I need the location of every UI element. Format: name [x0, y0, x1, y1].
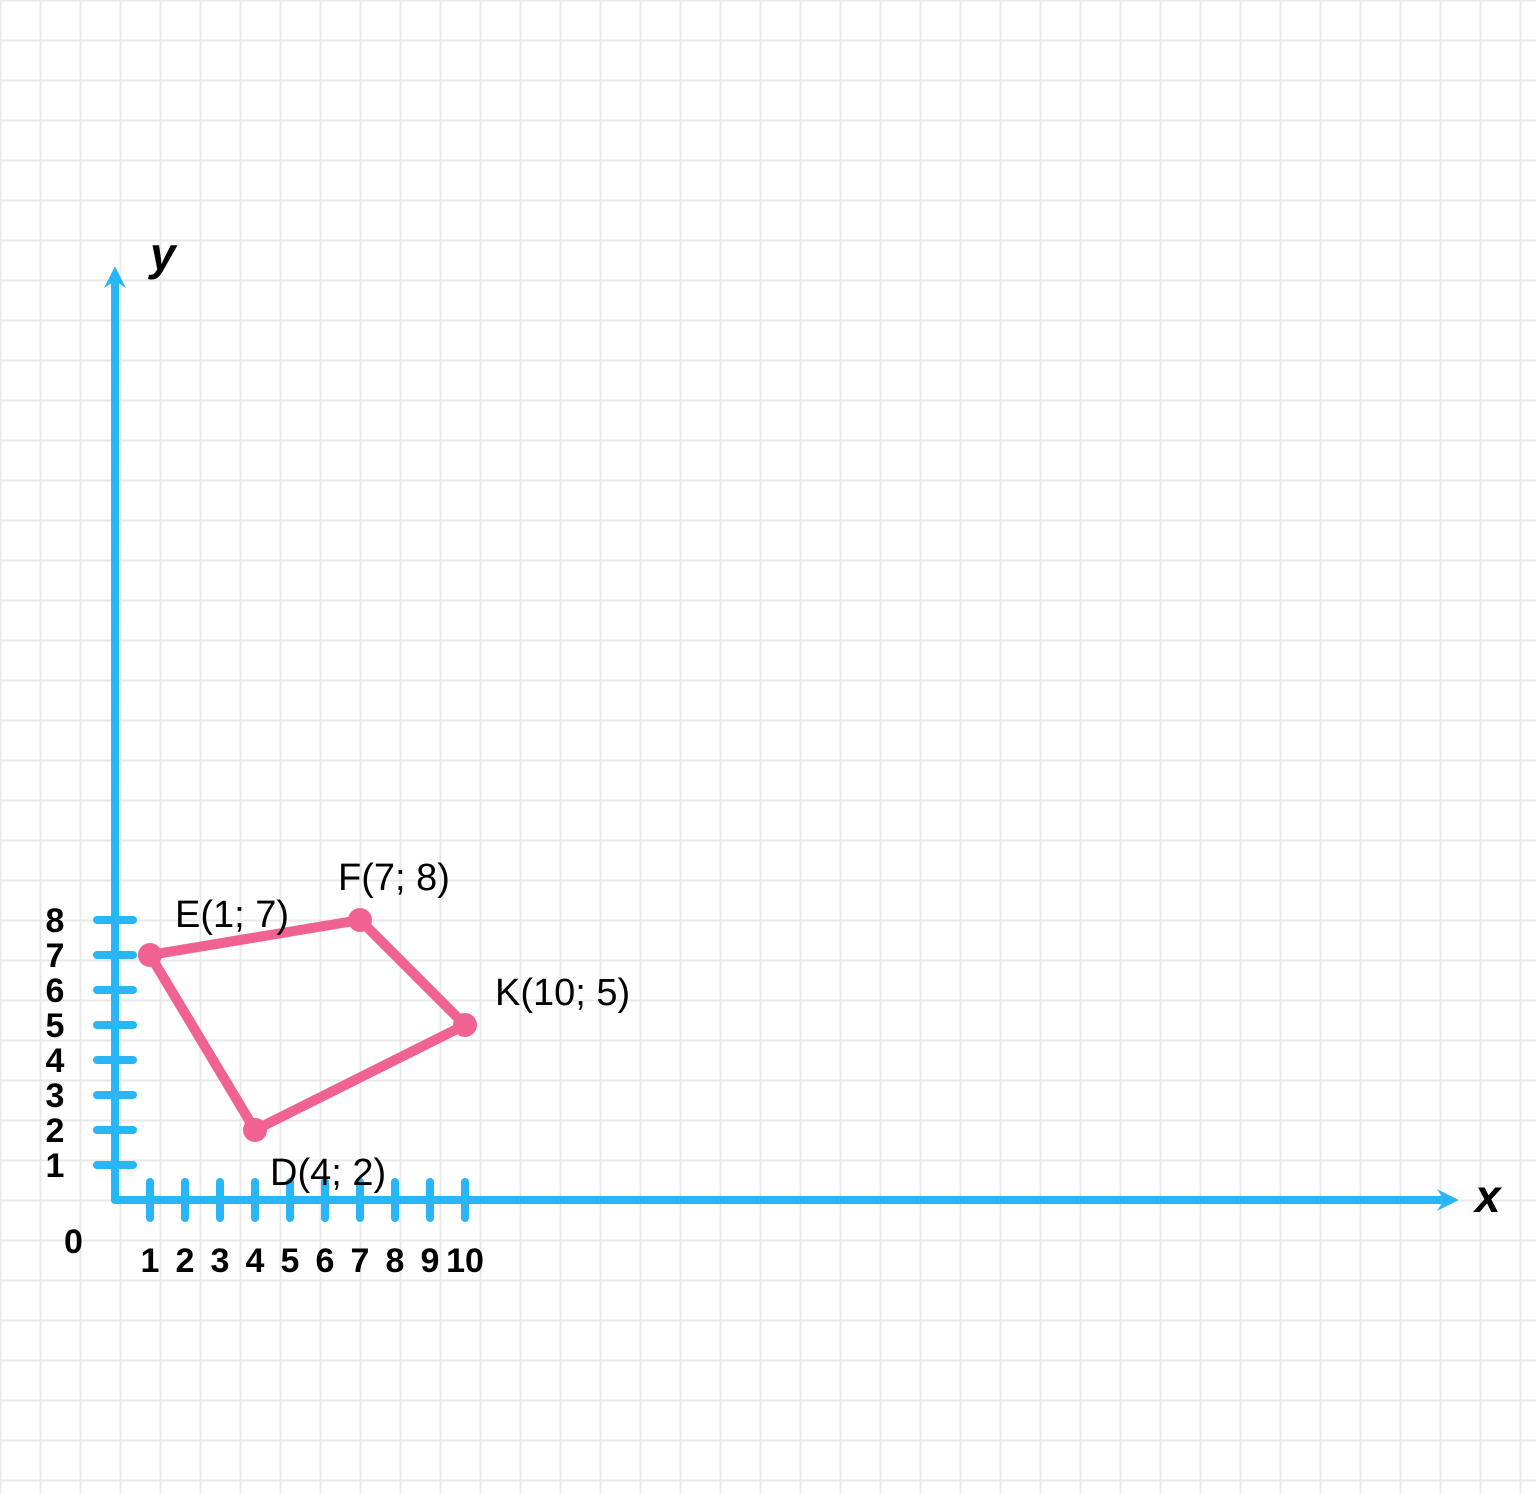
vertex-F	[348, 908, 372, 932]
x-tick-label: 8	[386, 1242, 405, 1280]
x-tick-label: 1	[141, 1242, 160, 1280]
vertex-label-F: F(7; 8)	[338, 857, 450, 899]
x-tick-label: 4	[246, 1242, 265, 1280]
y-tick-label: 2	[46, 1112, 65, 1150]
polygon-shape	[150, 920, 465, 1130]
y-tick-label: 4	[46, 1042, 65, 1080]
y-tick-label: 6	[46, 972, 65, 1010]
axis-ticks: 1234567891012345678	[46, 902, 484, 1280]
vertex-label-K: K(10; 5)	[495, 972, 630, 1014]
y-tick-label: 7	[46, 937, 65, 975]
y-tick-label: 1	[46, 1147, 65, 1185]
y-axis-label: y	[148, 228, 178, 280]
x-tick-label: 10	[446, 1242, 484, 1280]
x-axis-label: x	[1472, 1170, 1503, 1222]
coordinate-chart: xy01234567891012345678D(4; 2)E(1; 7)F(7;…	[0, 0, 1536, 1494]
x-tick-label: 2	[176, 1242, 195, 1280]
y-tick-label: 5	[46, 1007, 65, 1045]
vertex-label-D: D(4; 2)	[270, 1152, 386, 1194]
origin-label: 0	[64, 1223, 83, 1261]
x-tick-label: 7	[351, 1242, 370, 1280]
vertex-D	[243, 1118, 267, 1142]
y-tick-label: 3	[46, 1077, 65, 1115]
x-tick-label: 5	[281, 1242, 300, 1280]
x-tick-label: 3	[211, 1242, 230, 1280]
vertex-E	[138, 943, 162, 967]
x-tick-label: 9	[421, 1242, 440, 1280]
x-tick-label: 6	[316, 1242, 335, 1280]
y-tick-label: 8	[46, 902, 65, 940]
vertex-K	[453, 1013, 477, 1037]
vertex-label-E: E(1; 7)	[175, 894, 289, 936]
background-grid	[0, 0, 1536, 1494]
polygon: D(4; 2) E(1; 7) F(7; 8) K(10; 5)	[138, 857, 630, 1194]
